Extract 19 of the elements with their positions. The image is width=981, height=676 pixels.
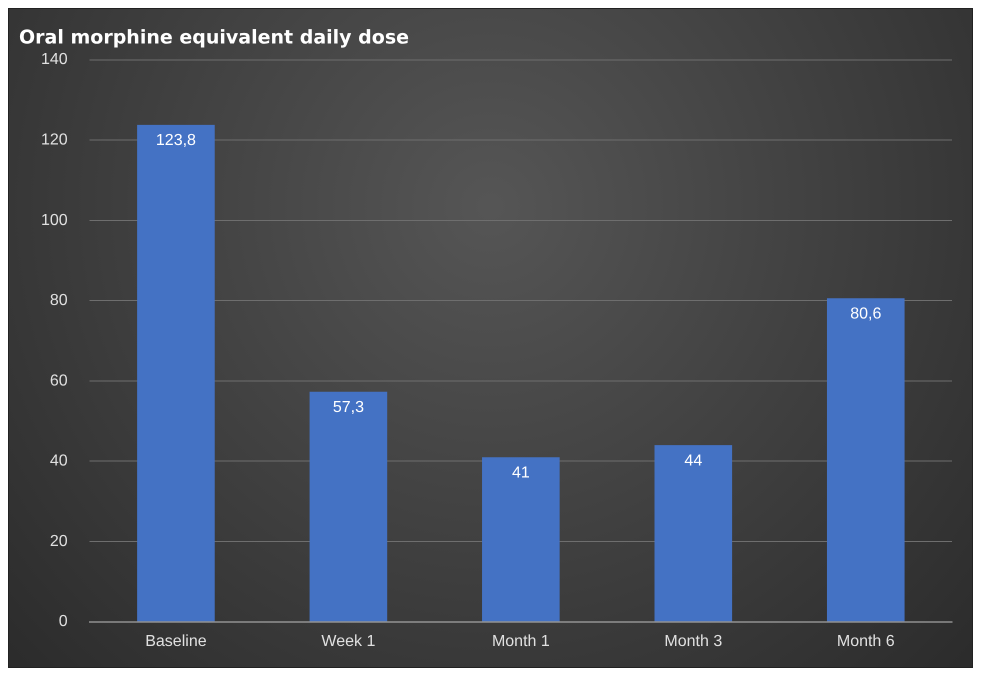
data-label: 80,6: [850, 306, 882, 323]
y-tick-label: 20: [50, 532, 68, 550]
y-tick-label: 140: [40, 51, 68, 68]
chart-title: Oral morphine equivalent daily dose: [19, 26, 410, 48]
y-tick-label: 0: [58, 613, 68, 630]
y-tick-label: 80: [50, 292, 68, 310]
y-tick-label: 40: [50, 452, 68, 470]
x-tick-label: Month 1: [492, 632, 550, 650]
x-tick-label: Baseline: [145, 632, 207, 650]
y-tick-label: 100: [40, 212, 68, 229]
data-label: 57,3: [332, 399, 364, 416]
x-tick-label: Month 3: [664, 632, 722, 650]
data-label: 41: [512, 464, 530, 482]
data-label: 123,8: [156, 132, 196, 150]
x-tick-label: Month 6: [836, 632, 895, 650]
x-tick-label: Week 1: [321, 632, 376, 650]
y-tick-label: 60: [50, 372, 68, 390]
y-tick-label: 120: [40, 131, 68, 148]
data-label: 44: [684, 452, 702, 470]
